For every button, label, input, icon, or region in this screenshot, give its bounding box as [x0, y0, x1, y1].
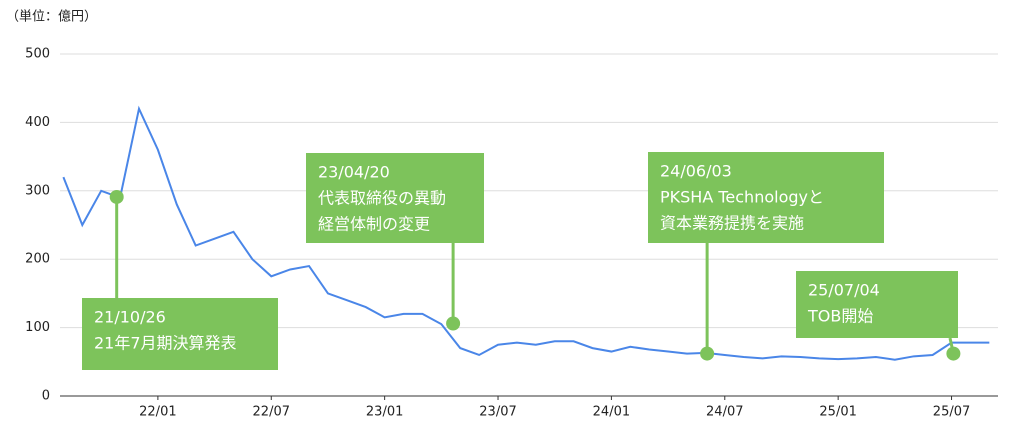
annotation-box	[306, 153, 484, 243]
annotation-date: 25/07/04	[808, 281, 880, 300]
y-tick-label: 200	[25, 252, 50, 267]
unit-label: （単位：億円）	[6, 9, 97, 25]
annotation-point	[946, 346, 961, 361]
annotation-date: 24/06/03	[660, 162, 732, 181]
x-tick-label: 25/01	[819, 405, 856, 420]
x-tick-label: 24/07	[706, 405, 743, 420]
annotation-text: 経営体制の変更	[318, 215, 430, 234]
annotation-text: 資本業務提携を実施	[660, 214, 804, 233]
annotation-text: PKSHA Technologyと	[660, 188, 824, 207]
x-tick-label: 22/07	[253, 405, 290, 420]
x-tick-label: 23/01	[366, 405, 403, 420]
annotation-text: 代表取締役の異動	[318, 189, 446, 208]
y-tick-label: 0	[42, 389, 50, 404]
y-tick-label: 400	[25, 115, 50, 130]
y-tick-label: 300	[25, 183, 50, 198]
y-tick-label: 500	[25, 47, 50, 62]
annotation-text: 21年7月期決算発表	[94, 334, 237, 353]
y-tick-label: 100	[25, 320, 50, 335]
annotation-point	[109, 189, 124, 204]
annotation-text: TOB開始	[807, 307, 873, 326]
annotation-point	[700, 346, 715, 361]
annotation-point	[446, 316, 461, 331]
annotation-box	[796, 271, 958, 338]
line-series	[62, 105, 990, 361]
x-tick-label: 24/01	[593, 405, 630, 420]
annotation-box	[648, 152, 884, 243]
annotation-box	[82, 298, 278, 370]
x-tick-label: 22/01	[139, 405, 176, 420]
x-tick-label: 25/07	[933, 405, 970, 420]
annotation-date: 23/04/20	[318, 163, 390, 182]
annotation-date: 21/10/26	[94, 308, 166, 327]
x-tick-label: 23/07	[479, 405, 516, 420]
